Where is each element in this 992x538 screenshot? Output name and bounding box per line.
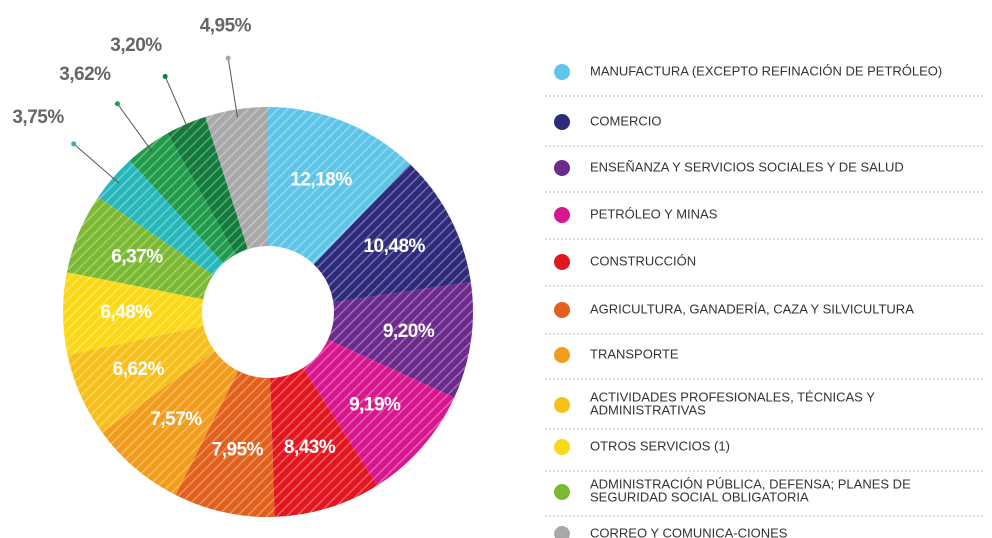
value-label: 9,19% xyxy=(349,395,401,416)
legend-swatch xyxy=(554,397,570,413)
value-label: 4,95% xyxy=(200,15,252,36)
value-label: 10,48% xyxy=(363,236,425,257)
legend-swatch xyxy=(554,254,570,270)
value-label: 3,75% xyxy=(12,107,64,128)
slice-hatch xyxy=(66,197,214,300)
value-label: 8,43% xyxy=(284,437,336,458)
legend-label: CONSTRUCCIÓN xyxy=(590,253,696,268)
legend: MANUFACTURA (EXCEPTO REFINACIÓN DE PETRÓ… xyxy=(545,63,985,538)
slice-hatch xyxy=(205,107,268,250)
slice-hatch xyxy=(167,116,248,255)
leader-dot xyxy=(225,55,231,61)
value-label: 12,18% xyxy=(290,169,352,190)
value-label: 9,20% xyxy=(383,321,435,342)
legend-label: TRANSPORTE xyxy=(590,346,679,361)
slice-hatch xyxy=(268,107,411,265)
leader-dot xyxy=(162,73,168,79)
slice-hatch xyxy=(102,350,239,496)
legend-swatch xyxy=(554,484,570,500)
legend-swatch xyxy=(554,160,570,176)
legend-label: MANUFACTURA (EXCEPTO REFINACIÓN DE PETRÓ… xyxy=(590,63,942,78)
slice-hatch xyxy=(67,325,215,433)
legend-swatch xyxy=(554,114,570,130)
legend-swatch xyxy=(554,302,570,318)
leader-line xyxy=(117,103,154,153)
legend-label: ADMINISTRACIÓN PÚBLICA, DEFENSA; PLANES … xyxy=(590,477,911,505)
legend-label: OTROS SERVICIOS (1) xyxy=(590,438,730,453)
slice-hatch xyxy=(303,339,455,486)
value-label: 6,62% xyxy=(113,359,165,380)
leader-line xyxy=(73,143,120,184)
legend-swatch xyxy=(554,207,570,223)
slice-hatch xyxy=(175,370,275,517)
slice-hatch xyxy=(270,367,378,517)
labels: 12,18% 10,48% 9,20% 9,19% 8,43% 7,95% 7,57% 6,6… xyxy=(12,15,435,461)
leader-line xyxy=(164,76,190,132)
value-label: 7,57% xyxy=(150,409,202,430)
slice-hatch xyxy=(313,164,471,303)
value-label: 7,95% xyxy=(212,440,264,461)
value-label: 6,48% xyxy=(100,302,152,323)
value-label: 6,37% xyxy=(111,246,163,267)
legend-swatch xyxy=(554,64,570,80)
legend-swatch xyxy=(554,347,570,363)
slice-hatch xyxy=(327,281,473,398)
legend-label: CORREO Y COMUNICA-CIONES xyxy=(590,525,788,538)
donut xyxy=(63,107,473,517)
legend-label: AGRICULTURA, GANADERÍA, CAZA Y SILVICULT… xyxy=(590,301,914,316)
leader-dot xyxy=(114,101,120,107)
value-label: 3,20% xyxy=(110,35,162,56)
legend-swatch xyxy=(554,526,570,538)
legend-swatch xyxy=(554,439,570,455)
legend-label: COMERCIO xyxy=(590,113,662,128)
legend-label: PETRÓLEO Y MINAS xyxy=(590,206,718,221)
leader-line xyxy=(227,58,238,118)
leader-dot xyxy=(71,141,77,147)
slice-hatch xyxy=(98,160,224,275)
legend-label: ACTIVIDADES PROFESIONALES, TÉCNICAS Y ADM… xyxy=(590,390,875,418)
slice-hatch xyxy=(129,133,236,264)
value-label: 3,62% xyxy=(59,64,111,85)
legend-label: ENSEÑANZA Y SERVICIOS SOCIALES Y DE SALU… xyxy=(590,159,904,174)
slice-hatch xyxy=(63,272,204,356)
